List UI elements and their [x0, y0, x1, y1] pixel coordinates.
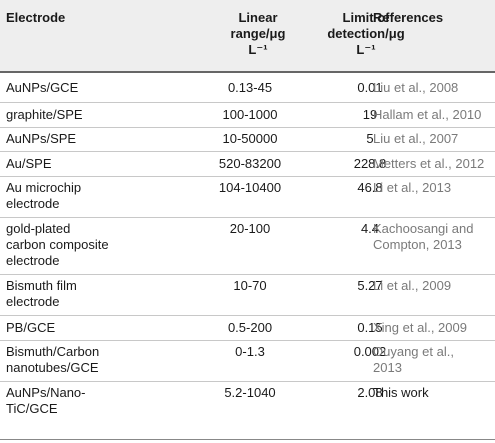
cell-lod: 228.8	[353, 156, 387, 171]
cell-lod: 2.08	[357, 385, 383, 400]
cell-linear-range: 0-1.3	[235, 344, 265, 359]
table-row: Bismuth film electrode 10-70 5.27 Li et …	[0, 275, 495, 316]
table-row: gold-plated carbon composite electrode 2…	[0, 218, 495, 275]
header-limit-of-detection: Limit of detection/μg L⁻¹	[308, 10, 424, 58]
cell-electrode-line2: nanotubes/GCE	[6, 360, 99, 375]
cell-lod: 19	[362, 107, 378, 122]
cell-reference: Liu et al., 2008	[373, 80, 459, 95]
cell-electrode-line2: TiC/GCE	[6, 401, 58, 416]
cell-reference-line1: Ouyang et al.,	[373, 344, 454, 359]
cell-linear-range: 20-100	[229, 221, 271, 236]
header-electrode: Electrode	[6, 10, 66, 25]
cell-reference: Xing et al., 2009	[373, 320, 467, 335]
table-row: Bismuth/Carbon nanotubes/GCE 0-1.3 0.002…	[0, 341, 495, 382]
cell-electrode-line2: electrode	[6, 196, 60, 211]
cell-electrode-line3: electrode	[6, 253, 60, 268]
cell-reference: Li et al., 2009	[373, 278, 452, 293]
cell-electrode: PB/GCE	[6, 320, 56, 335]
cell-electrode-line1: AuNPs/Nano-	[6, 385, 86, 400]
cell-linear-range: 5.2-1040	[224, 385, 276, 400]
cell-lod: 0.01	[357, 80, 383, 95]
cell-reference: Ouyang et al., 2013	[373, 344, 491, 376]
cell-linear-range: 104-10400	[218, 180, 282, 195]
cell-lod: 0.002	[353, 344, 387, 359]
cell-electrode-line1: Bismuth film	[6, 278, 77, 293]
table-row: PB/GCE 0.5-200 0.15 Xing et al., 2009	[0, 316, 495, 341]
cell-linear-range: 10-70	[233, 278, 267, 293]
cell-reference: Li et al., 2013	[373, 180, 452, 195]
cell-electrode-line1: Au microchip	[6, 180, 82, 195]
table-row: graphite/SPE 100-1000 19 Hallam et al., …	[0, 103, 495, 128]
cell-linear-range: 100-1000	[222, 107, 278, 122]
cell-electrode: gold-plated carbon composite electrode	[6, 221, 156, 269]
header-lod-line2: detection/μg	[327, 26, 405, 41]
cell-electrode: Bismuth film electrode	[6, 278, 156, 310]
cell-electrode-line2: carbon composite	[6, 237, 109, 252]
table-row: AuNPs/Nano- TiC/GCE 5.2-1040 2.08 This w…	[0, 382, 495, 440]
cell-electrode-line2: electrode	[6, 294, 60, 309]
cell-lod: 46.8	[357, 180, 383, 195]
cell-electrode-line1: gold-plated	[6, 221, 71, 236]
cell-lod: 5.27	[357, 278, 383, 293]
table-row: Au/SPE 520-83200 228.8 Metters et al., 2…	[0, 152, 495, 177]
cell-lod: 5	[366, 131, 374, 146]
header-range-line3: L⁻¹	[248, 42, 268, 57]
cell-reference: Kachoosangi and Compton, 2013	[373, 221, 491, 253]
cell-linear-range: 0.5-200	[227, 320, 273, 335]
cell-electrode: AuNPs/SPE	[6, 131, 77, 146]
cell-electrode: Bismuth/Carbon nanotubes/GCE	[6, 344, 156, 376]
header-range-line1: Linear	[238, 10, 278, 25]
cell-electrode: AuNPs/GCE	[6, 80, 79, 95]
cell-lod: 0.15	[357, 320, 383, 335]
cell-electrode: graphite/SPE	[6, 107, 83, 122]
table-row: AuNPs/GCE 0.13-45 0.01 Liu et al., 2008	[0, 73, 495, 103]
cell-reference: Metters et al., 2012	[373, 156, 485, 171]
cell-reference: Liu et al., 2007	[373, 131, 459, 146]
table-row: Au microchip electrode 104-10400 46.8 Li…	[0, 177, 495, 218]
header-range-line2: range/μg	[230, 26, 286, 41]
cell-linear-range: 0.13-45	[227, 80, 273, 95]
cell-electrode: AuNPs/Nano- TiC/GCE	[6, 385, 156, 417]
cell-reference: Hallam et al., 2010	[373, 107, 482, 122]
header-lod-line1: Limit of	[342, 10, 390, 25]
cell-linear-range: 520-83200	[218, 156, 282, 171]
cell-reference-line1: Kachoosangi and	[373, 221, 474, 236]
cell-electrode: Au microchip electrode	[6, 180, 156, 212]
header-references: References	[373, 10, 444, 25]
cell-lod: 4.4	[360, 221, 380, 236]
header-lod-line3: L⁻¹	[356, 42, 376, 57]
cell-reference-line2: 2013	[373, 360, 402, 375]
cell-electrode-line1: Bismuth/Carbon	[6, 344, 100, 359]
cell-electrode: Au/SPE	[6, 156, 52, 171]
cell-linear-range: 10-50000	[222, 131, 278, 146]
table-header: Electrode Linear range/μg L⁻¹ Limit of d…	[0, 0, 495, 73]
cell-reference-line2: Compton, 2013	[373, 237, 462, 252]
table-row: AuNPs/SPE 10-50000 5 Liu et al., 2007	[0, 128, 495, 152]
header-linear-range: Linear range/μg L⁻¹	[200, 10, 316, 58]
cell-reference: This work	[373, 385, 429, 400]
